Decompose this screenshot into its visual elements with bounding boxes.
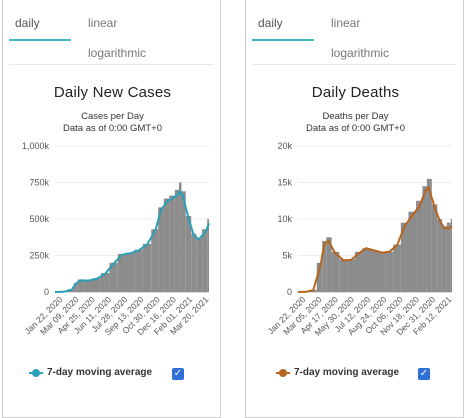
chart-title: Daily Deaths [311,84,400,101]
y-tick-label: 15k [277,178,292,188]
data-bar [326,237,332,292]
data-bar [354,251,363,292]
data-bar [169,195,175,292]
tab-divider [9,64,214,65]
active-tab-indicator [9,39,71,41]
tab-logarithmic[interactable]: logarithmic [88,46,147,60]
data-bar [339,259,348,292]
deaths-panel: daily linear logarithmic Daily Deaths De… [245,0,464,418]
data-bar [185,216,192,292]
chart-subtitle: Deaths per Day [322,111,389,122]
data-bar [178,182,182,292]
data-bar [196,237,203,292]
moving-average-line [297,186,453,293]
data-bar [385,251,394,292]
y-tick-label: 0 [287,287,292,297]
tab-logarithmic[interactable]: logarithmic [331,46,390,60]
y-tick-label: 5k [282,251,292,261]
data-bar [378,251,386,292]
data-bar [362,248,371,292]
data-bar [174,189,179,292]
y-tick-label: 500k [29,214,49,224]
data-bar [191,233,197,292]
data-bar [408,211,417,292]
y-tick-label: 0 [44,287,49,297]
legend-label: 7-day moving average [47,367,153,378]
moving-average-checkbox[interactable]: ✓ [418,368,430,380]
moving-average-line [54,190,210,293]
cases-panel: daily linear logarithmic Daily New Cases… [2,0,221,418]
chart-subtitle: Cases per Day [81,111,144,122]
data-bar [400,222,409,292]
data-bar [347,259,355,292]
data-bar [393,244,401,292]
data-bar [84,280,93,292]
data-bar [117,254,126,292]
y-tick-label: 1,000k [22,141,50,151]
tab-daily[interactable]: daily [258,16,283,30]
data-bar [446,222,451,292]
data-bar [109,262,118,292]
moving-average-checkbox[interactable]: ✓ [172,368,184,380]
tab-linear[interactable]: linear [331,16,361,30]
data-bar [316,262,323,292]
data-bar [158,207,164,292]
active-tab-indicator [252,39,314,41]
tab-divider [252,64,457,65]
data-bar [134,249,143,292]
data-bar [431,204,438,292]
data-bar [77,279,85,292]
legend[interactable]: 7-day moving average ✓ [246,364,464,384]
data-bar [416,200,423,292]
data-bar [181,191,186,292]
legend-marker-icon [279,369,287,377]
data-bar [100,273,110,292]
y-tick-label: 20k [277,141,292,151]
data-bar [125,252,135,292]
tab-linear[interactable]: linear [88,16,118,30]
data-bar [331,251,340,292]
legend-marker-icon [32,369,40,377]
chart-data-date: Data as of 0:00 GMT+0 [305,123,405,134]
data-bar [441,226,447,292]
data-bar [142,243,152,292]
tab-daily[interactable]: daily [15,16,40,30]
data-bar [422,186,427,292]
y-tick-label: 750k [29,178,49,188]
legend[interactable]: 7-day moving average ✓ [3,364,222,384]
data-bar [450,219,452,292]
data-bar [207,219,209,292]
y-tick-label: 250k [29,251,49,261]
data-bar [92,278,101,292]
chart-title: Daily New Cases [53,84,172,101]
y-tick-label: 10k [277,214,292,224]
data-bar [151,229,159,292]
data-bar [73,283,78,292]
data-bar [426,178,432,292]
data-bar [370,250,379,292]
data-bar [322,240,327,292]
data-bar [163,198,170,292]
data-bar [437,219,442,292]
legend-label: 7-day moving average [294,367,400,378]
chart-data-date: Data as of 0:00 GMT+0 [62,123,162,134]
data-bar [202,229,208,292]
